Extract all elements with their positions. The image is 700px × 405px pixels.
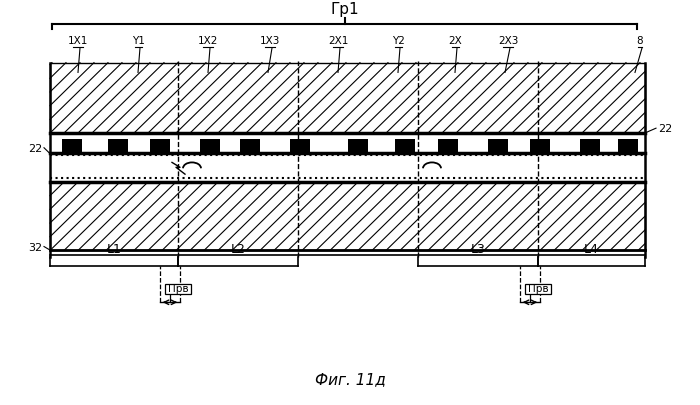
Bar [618, 139, 638, 153]
Bar [108, 139, 128, 153]
Text: L4: L4 [584, 243, 599, 256]
Text: Y2: Y2 [391, 36, 405, 46]
Bar [348, 139, 368, 153]
Bar [150, 139, 170, 153]
Text: 1X1: 1X1 [68, 36, 88, 46]
Bar [165, 284, 191, 294]
Text: L3: L3 [470, 243, 485, 256]
Text: 8: 8 [637, 36, 643, 46]
Bar [580, 139, 600, 153]
Bar [62, 139, 82, 153]
Bar [438, 139, 458, 153]
Bar [290, 139, 310, 153]
Bar [488, 139, 508, 153]
Bar [530, 139, 550, 153]
Text: L2: L2 [230, 243, 246, 256]
Bar [50, 63, 645, 133]
Bar [200, 139, 220, 153]
Text: 22: 22 [658, 124, 672, 134]
Text: 2X3: 2X3 [498, 36, 518, 46]
Bar [525, 284, 551, 294]
Text: 2X1: 2X1 [328, 36, 348, 46]
Text: 2X: 2X [448, 36, 462, 46]
Text: Прв: Прв [528, 284, 548, 294]
Bar [395, 139, 415, 153]
Text: 1X2: 1X2 [198, 36, 218, 46]
Text: 32: 32 [28, 243, 42, 252]
Text: 1X3: 1X3 [260, 36, 280, 46]
Bar [240, 139, 260, 153]
Text: Фиг. 11д: Фиг. 11д [314, 372, 386, 388]
Text: 22: 22 [28, 144, 42, 154]
Text: L1: L1 [106, 243, 121, 256]
Bar [50, 182, 645, 250]
Text: Прв: Прв [168, 284, 188, 294]
Text: Гр1: Гр1 [330, 2, 359, 17]
Text: Y1: Y1 [132, 36, 144, 46]
